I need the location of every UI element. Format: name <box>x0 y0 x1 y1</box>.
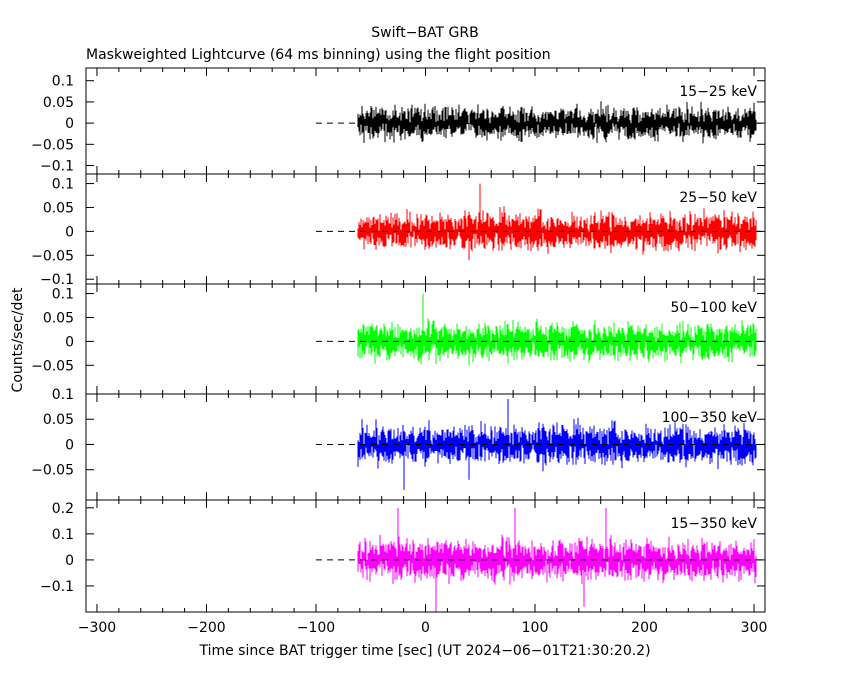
x-tick-label-3: −100 <box>297 620 335 636</box>
panel-2: −0.1 −0.05 0 0.05 0.1 25−50 keV <box>31 173 766 288</box>
x-axis-title: Time since BAT trigger time [sec] (UT 20… <box>198 643 650 659</box>
band-label-5: 15−350 keV <box>670 516 757 532</box>
band-label-2: 25−50 keV <box>679 190 757 206</box>
y-tick-label-3-4: 0.1 <box>52 287 74 303</box>
y-tick-label-4-2: 0 <box>65 437 74 453</box>
y-tick-label-2-3: 0 <box>65 224 74 240</box>
y-tick-label-1-4: 0.05 <box>43 95 74 111</box>
y-tick-label-1-1: −0.1 <box>40 159 74 175</box>
y-tick-label-4-3: 0.05 <box>43 412 74 428</box>
panel-1: −0.1 −0.05 0 0.05 0.1 15−25 keV <box>31 67 766 175</box>
x-tick-label-7: 300 <box>741 620 768 636</box>
y-tick-label-1-5: 0.1 <box>52 74 74 90</box>
y-tick-label-4-1: −0.05 <box>31 463 74 479</box>
y-tick-label-5-3: 0.1 <box>52 527 74 543</box>
lightcurve-series-3 <box>357 318 757 365</box>
chart-title: Swift−BAT GRB <box>371 25 478 41</box>
y-tick-label-2-4: 0.05 <box>43 200 74 216</box>
y-tick-label-1-3: 0 <box>65 116 74 132</box>
y-tick-label-5-1: −0.1 <box>40 579 74 595</box>
y-tick-label-3-2: 0 <box>65 334 74 350</box>
panel-3: −0.05 0 0.05 0.1 50−100 keV <box>31 283 766 395</box>
x-tick-label-2: −200 <box>187 620 225 636</box>
x-axis: −300 −200 −100 0 100 200 300 <box>78 620 768 636</box>
y-tick-label-4-4: 0.1 <box>52 387 74 403</box>
band-label-1: 15−25 keV <box>679 84 757 100</box>
y-tick-label-3-1: −0.05 <box>31 358 74 374</box>
band-label-3: 50−100 keV <box>670 300 757 316</box>
x-tick-label-6: 200 <box>631 620 658 636</box>
x-tick-label-5: 100 <box>522 620 549 636</box>
x-tick-label-4: 0 <box>421 620 430 636</box>
lightcurve-series-4 <box>357 417 757 472</box>
lightcurve-series-2 <box>357 206 757 257</box>
x-tick-label-1: −300 <box>78 620 116 636</box>
y-tick-label-2-1: −0.1 <box>40 272 74 288</box>
y-axis-title: Counts/sec/det <box>10 287 26 392</box>
y-tick-label-1-2: −0.05 <box>31 137 74 153</box>
y-tick-label-2-5: 0.1 <box>52 177 74 193</box>
lightcurve-series-1 <box>357 101 757 144</box>
panel-5: −0.1 0 0.1 0.2 15−350 keV <box>40 499 766 613</box>
y-tick-label-2-2: −0.05 <box>31 248 74 264</box>
band-label-4: 100−350 keV <box>662 410 758 426</box>
y-tick-label-3-3: 0.05 <box>43 310 74 326</box>
panels-group: −0.1 −0.05 0 0.05 0.1 15−25 keV −0.1 −0.05 0 0.05… <box>31 67 766 613</box>
chart-subtitle: Maskweighted Lightcurve (64 ms binning) … <box>86 47 551 63</box>
panel-4: −0.05 0 0.05 0.1 100−350 keV <box>31 387 766 501</box>
y-tick-label-5-4: 0.2 <box>52 501 74 517</box>
y-tick-label-5-2: 0 <box>65 553 74 569</box>
